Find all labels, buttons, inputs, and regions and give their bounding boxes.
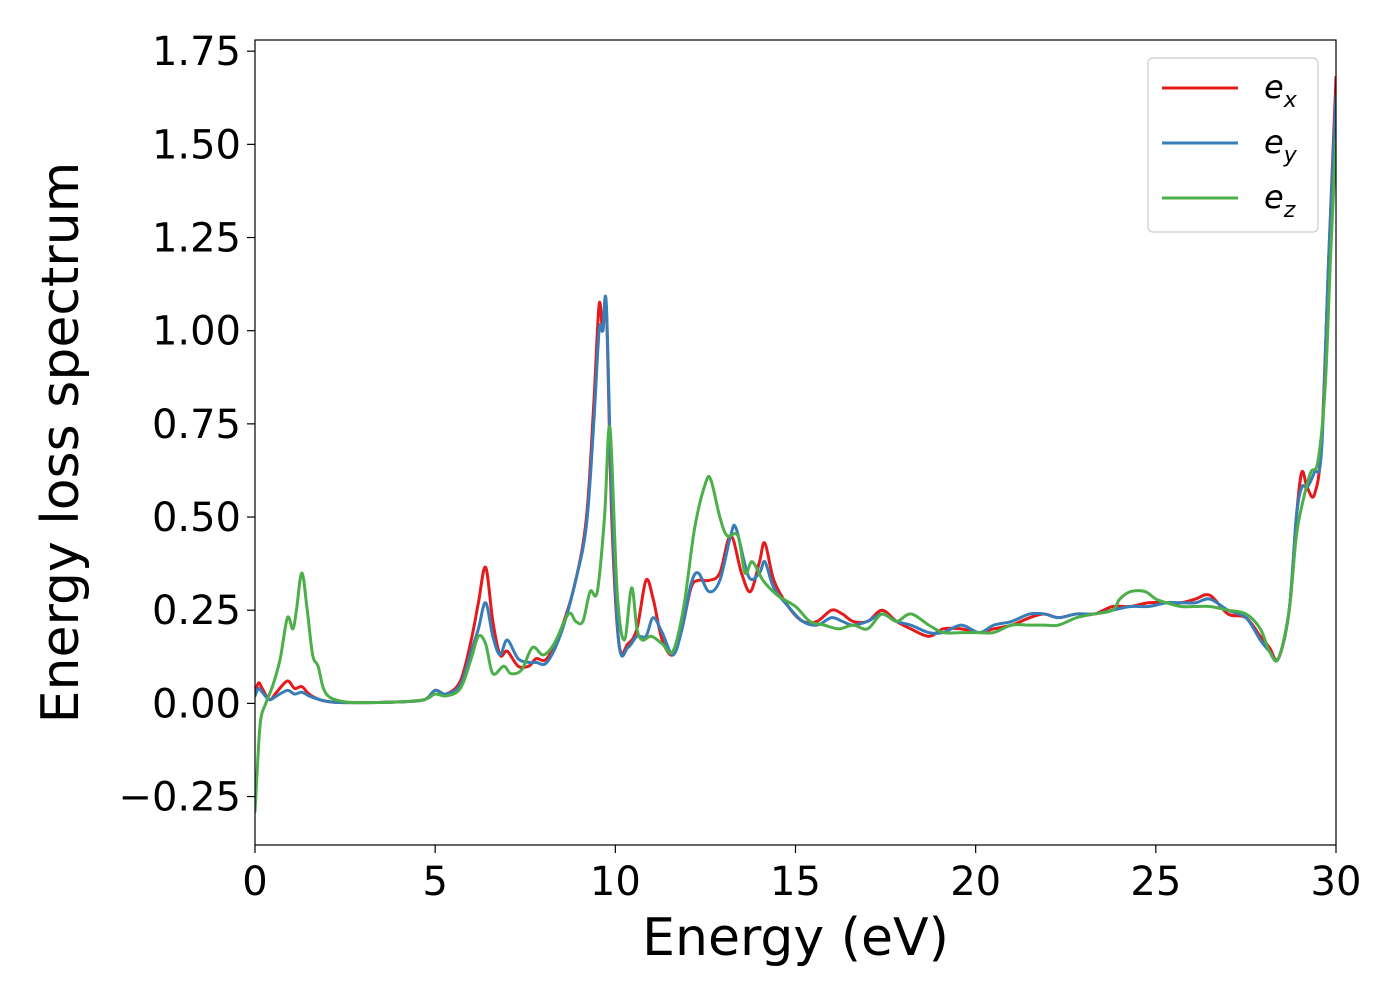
- x-tick-label: 10: [590, 859, 641, 905]
- legend-label-base: e: [1264, 123, 1284, 161]
- legend-label-subscript: x: [1283, 88, 1298, 113]
- legend-box: [1147, 57, 1319, 233]
- legend-label-base: e: [1264, 68, 1284, 106]
- x-axis-ticks: 0 5 10 15 20 25 30: [242, 845, 1361, 905]
- y-tick-label: 0.50: [152, 495, 241, 541]
- legend-label-y: ey: [1264, 123, 1298, 168]
- series-line-y: [255, 94, 1336, 705]
- legend-label-x: ex: [1264, 68, 1298, 113]
- y-tick-label: 0.25: [152, 588, 241, 634]
- y-tick-label: 1.00: [152, 309, 241, 355]
- x-axis-title: Energy (eV): [642, 908, 949, 968]
- x-tick-label: 30: [1311, 859, 1362, 905]
- x-tick-label: 0: [242, 859, 267, 905]
- y-axis-ticks: −0.25 0.00 0.25 0.50 0.75 1.00 1.25 1.50 1.75: [118, 29, 255, 821]
- y-axis-title: Energy loss spectrum: [31, 162, 91, 724]
- legend-label-subscript: y: [1283, 143, 1298, 168]
- y-tick-label: 1.25: [152, 216, 241, 262]
- x-tick-label: 25: [1130, 859, 1181, 905]
- legend-label-z: ez: [1264, 178, 1296, 223]
- x-tick-label: 15: [770, 859, 821, 905]
- x-tick-label: 20: [950, 859, 1001, 905]
- x-tick-label: 5: [422, 859, 447, 905]
- y-tick-label: 0.75: [152, 402, 241, 448]
- series-line-z: [255, 139, 1336, 813]
- plot-series-group: [255, 75, 1336, 813]
- y-tick-label: 1.75: [152, 29, 241, 75]
- y-tick-label: 0.00: [152, 681, 241, 727]
- y-tick-label: −0.25: [118, 775, 241, 821]
- legend-label-base: e: [1264, 178, 1284, 216]
- y-tick-label: 1.50: [152, 122, 241, 168]
- legend-label-subscript: z: [1283, 198, 1296, 223]
